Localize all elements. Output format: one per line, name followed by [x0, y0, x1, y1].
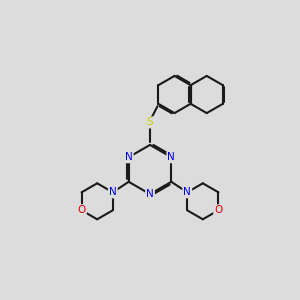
Text: N: N: [167, 152, 175, 162]
Text: S: S: [147, 117, 153, 128]
Text: O: O: [77, 205, 86, 215]
Text: N: N: [183, 187, 191, 197]
Text: N: N: [125, 152, 133, 162]
Text: N: N: [109, 187, 117, 197]
Text: O: O: [214, 205, 223, 215]
Text: N: N: [146, 189, 154, 199]
